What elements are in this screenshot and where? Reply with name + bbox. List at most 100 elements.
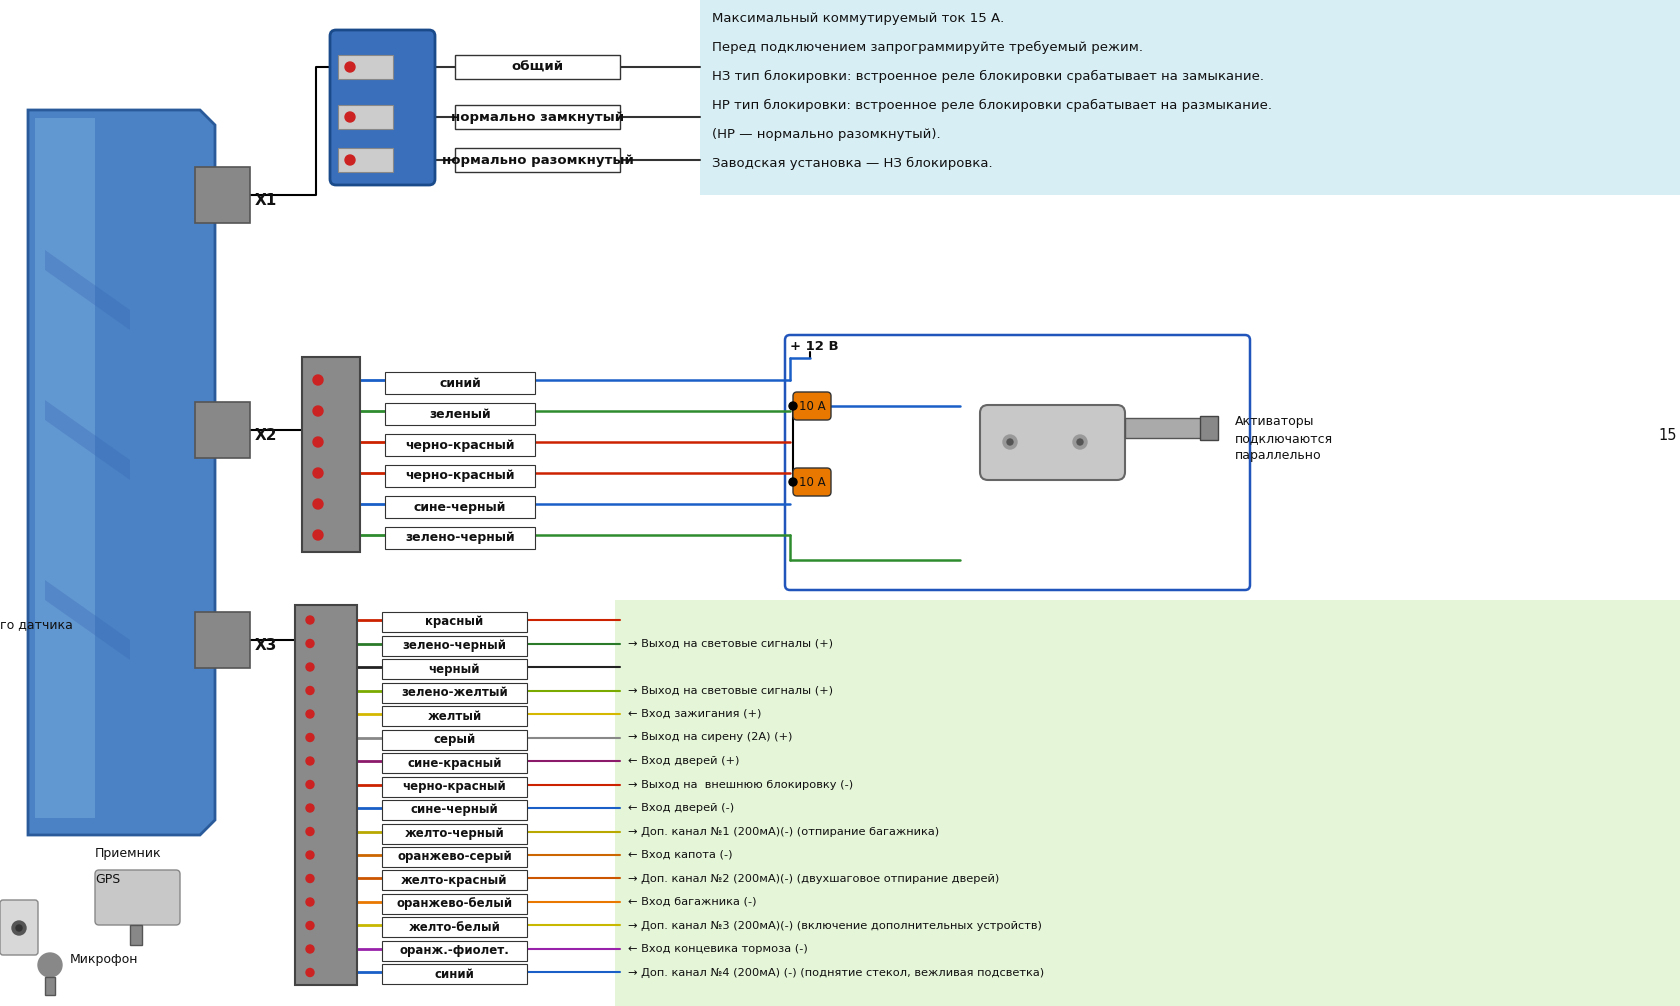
Circle shape [1077,439,1082,445]
Text: НР тип блокировки: встроенное реле блокировки срабатывает на размыкание.: НР тип блокировки: встроенное реле блоки… [712,99,1272,112]
Circle shape [306,804,314,812]
Circle shape [12,921,25,935]
Text: зеленый: зеленый [428,407,491,421]
Text: желтый: желтый [427,709,482,722]
Text: X2: X2 [255,428,277,443]
Text: → Выход на световые сигналы (+): → Выход на световые сигналы (+) [628,639,833,649]
Text: го датчика: го датчика [0,618,72,631]
Circle shape [312,375,323,385]
Circle shape [788,402,796,410]
Circle shape [306,710,314,718]
Text: нормально замкнутый: нормально замкнутый [450,111,623,124]
Bar [381,753,528,773]
Text: Активаторы: Активаторы [1235,415,1314,428]
Circle shape [306,663,314,671]
Bar [381,965,528,985]
Circle shape [312,437,323,447]
Text: → Доп. канал №3 (200мА)(-) (включение дополнительных устройств): → Доп. канал №3 (200мА)(-) (включение до… [628,920,1042,931]
Text: желто-красный: желто-красный [402,874,507,887]
Bar [381,800,528,820]
Text: желто-белый: желто-белый [408,921,501,934]
Text: → Доп. канал №2 (200мА)(-) (двухшаговое отпирание дверей): → Доп. канал №2 (200мА)(-) (двухшаговое … [628,873,998,883]
Text: подключаются: подключаются [1235,432,1332,445]
Circle shape [344,62,354,72]
Text: ← Вход дверей (-): ← Вход дверей (-) [628,803,734,813]
Text: зелено-желтый: зелено-желтый [402,686,507,699]
Circle shape [1072,435,1087,449]
Circle shape [306,969,314,977]
Circle shape [344,155,354,165]
Bar [1124,418,1205,438]
FancyBboxPatch shape [0,900,39,955]
Circle shape [312,468,323,478]
Text: сине-черный: сине-черный [410,804,497,817]
Circle shape [1006,439,1013,445]
Text: сине-красный: сине-красный [407,757,501,770]
Circle shape [306,640,314,648]
Text: черный: черный [428,663,480,675]
Circle shape [306,945,314,953]
Text: черно-красный: черно-красный [405,470,514,483]
Bar [381,777,528,797]
Bar [35,118,96,818]
Bar [129,925,141,945]
Text: оранж.-фиолет.: оранж.-фиолет. [400,945,509,958]
Bar [385,527,534,549]
Circle shape [306,686,314,694]
Polygon shape [29,110,215,835]
Bar [699,0,1680,195]
Bar [381,612,528,632]
Text: Максимальный коммутируемый ток 15 А.: Максимальный коммутируемый ток 15 А. [712,12,1003,25]
Circle shape [39,953,62,977]
Text: 10 А: 10 А [798,476,825,489]
Text: красный: красный [425,616,484,629]
Text: оранжево-серый: оранжево-серый [396,850,512,863]
Text: → Выход на  внешнюю блокировку (-): → Выход на внешнюю блокировку (-) [628,780,853,790]
Bar [1200,416,1218,440]
Text: + 12 В: + 12 В [790,340,838,353]
Text: Приемник: Приемник [96,847,161,860]
Text: оранжево-белый: оранжево-белый [396,897,512,910]
Bar [381,729,528,749]
Text: синий: синий [435,968,474,981]
Polygon shape [45,580,129,660]
Bar [381,847,528,867]
Text: GPS: GPS [96,873,121,886]
Bar [385,403,534,425]
Bar [381,706,528,726]
Circle shape [306,616,314,624]
Text: зелено-черный: зелено-черный [402,639,506,652]
Bar [195,402,250,458]
Text: (НР — нормально разомкнутый).: (НР — нормально разомкнутый). [712,128,941,141]
Text: ← Вход багажника (-): ← Вход багажника (-) [628,897,756,907]
Text: НЗ тип блокировки: встроенное реле блокировки срабатывает на замыкание.: НЗ тип блокировки: встроенное реле блоки… [712,70,1263,83]
Circle shape [306,757,314,765]
Text: ← Вход зажигания (+): ← Вход зажигания (+) [628,709,761,719]
Bar [615,600,1680,1006]
Text: → Выход на сирену (2А) (+): → Выход на сирену (2А) (+) [628,732,791,742]
Bar [455,55,620,79]
Bar [338,105,393,129]
Text: параллельно: параллельно [1235,449,1320,462]
Bar [381,894,528,914]
FancyBboxPatch shape [793,468,830,496]
Text: общий: общий [511,60,563,73]
Circle shape [17,925,22,931]
Circle shape [306,898,314,906]
Bar [302,357,360,552]
Bar [381,941,528,961]
Bar [45,977,55,995]
Bar [455,105,620,129]
Bar [381,682,528,702]
Bar [338,55,393,79]
Polygon shape [45,400,129,480]
FancyBboxPatch shape [979,405,1124,480]
Text: → Доп. канал №1 (200мА)(-) (отпирание багажника): → Доп. канал №1 (200мА)(-) (отпирание ба… [628,827,939,837]
Bar [294,605,356,985]
Circle shape [344,112,354,122]
Text: 10 А: 10 А [798,399,825,412]
Bar [195,167,250,223]
Text: Перед подключением запрограммируйте требуемый режим.: Перед подключением запрограммируйте треб… [712,41,1142,54]
Circle shape [306,921,314,930]
Circle shape [312,530,323,540]
